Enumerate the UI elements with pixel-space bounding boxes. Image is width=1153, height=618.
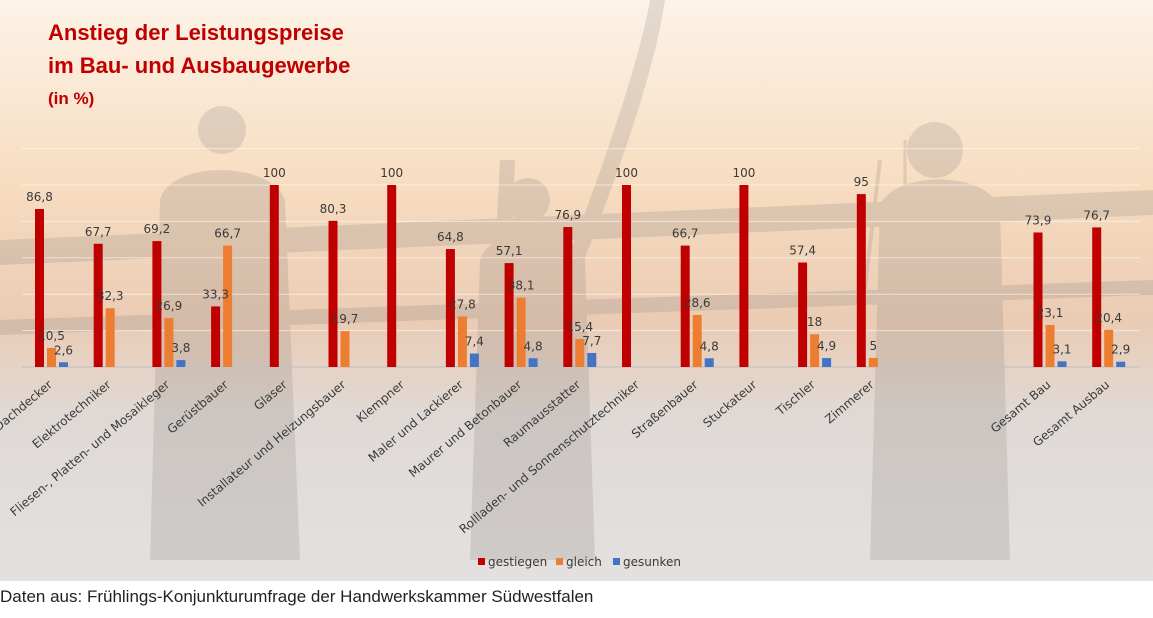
data-label: 100: [732, 166, 755, 180]
chart-panel: 86,8 10,5 2,6 67,7 32,3 69,2 26,9 3,8 33,3 66,7 10…: [0, 0, 1153, 581]
data-label: 66,7: [214, 227, 241, 241]
bar-gestiegen: [1033, 232, 1043, 367]
data-label: 20,4: [1095, 311, 1122, 325]
chart-title-line-1: Anstieg der Leistungspreise: [48, 20, 344, 45]
bar-gesunken: [1116, 361, 1126, 367]
bar-gesunken: [176, 360, 186, 367]
bar-gesunken: [704, 358, 714, 367]
bar-gestiegen: [445, 249, 455, 367]
bar-gestiegen: [328, 220, 338, 367]
data-label: 3,8: [171, 341, 190, 355]
data-label: 67,7: [85, 225, 112, 239]
bar-gleich: [223, 245, 233, 367]
chart-background: [0, 0, 1153, 581]
data-label: 18: [807, 315, 822, 329]
data-label: 7,4: [465, 335, 484, 349]
data-label: 32,3: [97, 289, 124, 303]
chart-title: Anstieg der Leistungspreise im Bau- und …: [48, 16, 350, 114]
bar-gestiegen: [622, 185, 631, 367]
bar-gesunken: [59, 362, 68, 367]
bar-gestiegen: [1092, 227, 1102, 367]
legend: gestiegen gleich gesunken: [478, 555, 681, 569]
data-label: 80,3: [320, 202, 347, 216]
data-label: 38,1: [508, 279, 535, 293]
data-label: 64,8: [437, 230, 464, 244]
bar-gestiegen: [856, 194, 866, 367]
bar-gestiegen: [269, 185, 279, 367]
bar-gestiegen: [93, 243, 103, 367]
data-label: 10,5: [38, 329, 65, 343]
bar-gesunken: [822, 358, 832, 367]
bar-gleich: [1045, 324, 1055, 367]
bar-gestiegen: [152, 241, 162, 367]
data-label: 3,1: [1052, 342, 1071, 356]
data-label: 15,4: [566, 320, 593, 334]
legend-swatch-gleich: [556, 558, 563, 565]
bars: [35, 185, 1126, 367]
bar-gleich: [810, 334, 820, 367]
bar-gleich: [457, 316, 467, 367]
data-label: 33,3: [202, 287, 229, 301]
data-label: 57,1: [496, 244, 523, 258]
data-label: 73,9: [1025, 214, 1052, 228]
data-label: 100: [263, 166, 286, 180]
data-label: 19,7: [332, 312, 359, 326]
data-label: 7,7: [582, 334, 601, 348]
data-label: 2,9: [1111, 343, 1130, 357]
bar-gestiegen: [739, 185, 749, 367]
source-note: Daten aus: Frühlings-Konjunkturumfrage d…: [0, 587, 594, 606]
bar-gesunken: [528, 358, 538, 367]
data-label: 5: [869, 339, 877, 353]
data-labels: 86,8 10,52,6 67,7 32,3 69,2 26,9 3,8 33,3 66,7 10…: [26, 166, 1130, 357]
data-label: 28,6: [684, 296, 711, 310]
bar-gleich: [164, 318, 174, 367]
bar-gestiegen: [680, 245, 690, 367]
bar-gestiegen: [798, 262, 808, 367]
data-label: 69,2: [144, 222, 171, 236]
bar-gleich: [868, 357, 878, 367]
bar-gleich: [105, 308, 115, 367]
legend-label: gestiegen: [488, 555, 547, 569]
data-label: 4,8: [700, 339, 719, 353]
data-label: 86,8: [26, 190, 53, 204]
data-label: 4,8: [524, 339, 543, 353]
bar-gleich: [516, 297, 526, 367]
chart-title-line-2: im Bau- und Ausbaugewerbe: [48, 53, 351, 78]
bar-gestiegen: [504, 263, 514, 367]
bar-gleich: [575, 338, 585, 367]
bar-gleich: [340, 331, 350, 367]
data-label: 23,1: [1037, 306, 1064, 320]
data-label: 95: [854, 175, 869, 189]
legend-label: gesunken: [623, 555, 681, 569]
bar-gestiegen: [35, 209, 44, 367]
gridlines: [22, 148, 1140, 368]
data-label: 76,7: [1083, 208, 1110, 222]
data-label: 66,7: [672, 227, 699, 241]
data-label: 100: [380, 166, 403, 180]
data-label: 100: [615, 166, 638, 180]
bar-gleich: [692, 314, 702, 367]
bar-chart: 86,8 10,52,6 67,7 32,3 69,2 26,9 3,8 33,3 66,7 10…: [0, 0, 1153, 581]
data-label: 2,6: [54, 343, 73, 357]
bar-gesunken: [587, 352, 597, 367]
bar-gestiegen: [387, 185, 397, 367]
bar-gestiegen: [211, 306, 221, 367]
legend-swatch-gesunken: [613, 558, 620, 565]
bar-gestiegen: [563, 227, 573, 367]
bar-gesunken: [469, 353, 479, 367]
data-label: 26,9: [156, 299, 183, 313]
data-label: 4,9: [817, 339, 836, 353]
bar-gesunken: [1057, 361, 1067, 367]
data-label: 27,8: [449, 297, 476, 311]
bar-gleich: [47, 347, 56, 367]
data-label: 57,4: [789, 244, 816, 258]
bar-gleich: [1104, 329, 1114, 367]
legend-swatch-gestiegen: [478, 558, 485, 565]
chart-title-unit: (in %): [48, 89, 95, 108]
data-label: 76,9: [554, 208, 581, 222]
legend-label: gleich: [566, 555, 602, 569]
